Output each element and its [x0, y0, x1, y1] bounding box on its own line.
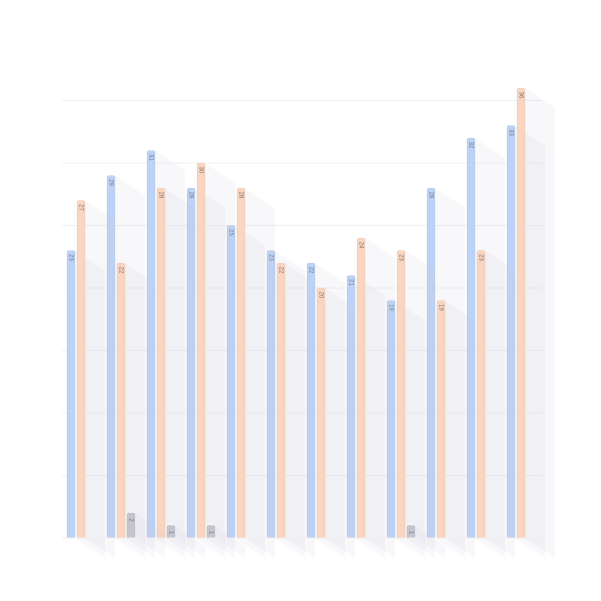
bar: [516, 87, 526, 539]
bar-shadow: [285, 263, 315, 558]
bar: [76, 200, 86, 539]
bar-shadow: [365, 238, 395, 558]
value-label: 32: [467, 142, 473, 149]
value-label: 28: [187, 192, 193, 199]
bar: [276, 262, 286, 539]
value-label: 22: [307, 267, 313, 274]
bar-shadow: [445, 300, 475, 558]
value-label: 23: [477, 254, 483, 261]
value-label: 36: [517, 92, 523, 99]
bar: [236, 187, 246, 539]
bar-shadow: [165, 188, 195, 558]
bar: [156, 187, 166, 539]
bar: [476, 250, 486, 539]
value-label: 20: [317, 292, 323, 299]
value-label: 25: [227, 229, 233, 236]
value-label: 1: [407, 531, 413, 535]
value-label: 23: [397, 254, 403, 261]
value-label: 23: [267, 254, 273, 261]
value-label: 33: [507, 129, 513, 136]
bar-shadow: [125, 263, 155, 558]
value-label: 19: [437, 304, 443, 311]
bar: [116, 262, 126, 539]
value-label: 31: [147, 154, 153, 161]
bar-shadow: [205, 163, 235, 558]
value-label: 21: [347, 279, 353, 286]
value-label: 22: [117, 267, 123, 274]
value-label: 1: [167, 531, 173, 535]
bar-shadow: [525, 88, 555, 558]
value-label: 28: [157, 192, 163, 199]
value-label: 24: [357, 242, 363, 249]
bar-shadow: [175, 525, 205, 558]
value-label: 22: [277, 267, 283, 274]
value-label: 2: [127, 518, 133, 522]
value-label: 1: [207, 531, 213, 535]
bar: [356, 237, 366, 539]
value-label: 28: [427, 192, 433, 199]
bar: [126, 512, 136, 539]
bar: [436, 300, 446, 539]
bar: [316, 287, 326, 539]
bar: [396, 250, 406, 539]
bar: [66, 250, 76, 539]
bar: [196, 162, 206, 539]
value-label: 29: [107, 179, 113, 186]
value-label: 27: [77, 204, 83, 211]
value-label: 28: [237, 192, 243, 199]
bar-shadow: [415, 525, 445, 558]
value-label: 23: [67, 254, 73, 261]
bar-shadow: [215, 525, 245, 558]
bar-shadow: [325, 288, 355, 558]
bar-shadow: [245, 188, 275, 558]
value-label: 30: [197, 167, 203, 174]
bar-shadow: [85, 200, 115, 558]
value-label: 19: [387, 304, 393, 311]
bar-shadow: [485, 250, 515, 558]
bar-shadow: [405, 250, 435, 558]
bar-shadow: [135, 513, 165, 558]
